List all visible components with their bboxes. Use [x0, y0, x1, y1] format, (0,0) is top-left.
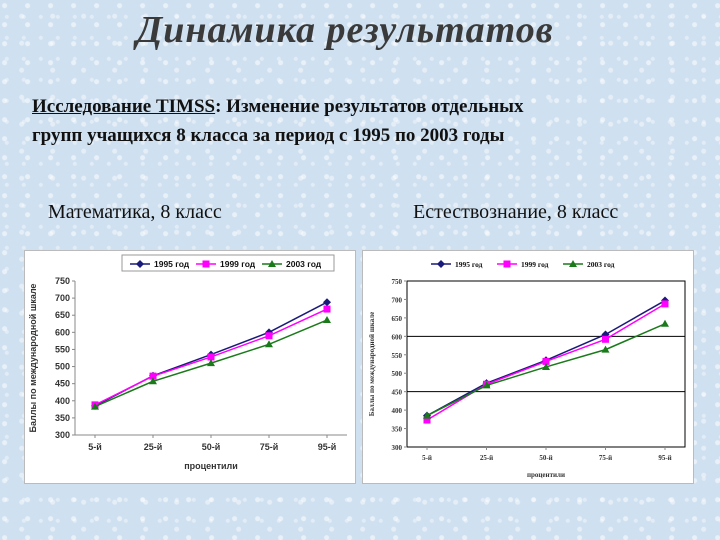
data-point [602, 335, 609, 343]
y-tick-label: 650 [392, 315, 403, 323]
data-point [323, 298, 331, 307]
x-tick-label: 25-й [144, 442, 163, 452]
legend-marker [202, 260, 210, 268]
y-tick-label: 700 [392, 296, 403, 304]
y-tick-label: 600 [392, 333, 403, 341]
y-tick-label: 500 [392, 370, 403, 378]
legend-label: 1999 год [521, 260, 549, 269]
y-tick-label: 350 [55, 413, 70, 423]
data-point [149, 372, 157, 380]
y-tick-label: 650 [55, 310, 70, 320]
y-tick-label: 350 [392, 426, 403, 434]
data-point [661, 300, 669, 308]
y-tick-label: 300 [392, 444, 403, 452]
y-axis-title: Баллы по международной шкале [368, 312, 376, 417]
x-tick-label: 25-й [480, 454, 493, 462]
legend-label: 1995 год [154, 259, 190, 269]
y-tick-label: 750 [392, 278, 403, 286]
x-tick-label: 5-й [88, 442, 102, 452]
x-tick-label: 95-й [318, 442, 337, 452]
data-point [265, 332, 273, 340]
data-point [423, 411, 431, 419]
legend-marker [437, 260, 445, 268]
x-tick-label: 95-й [658, 454, 671, 462]
data-point [323, 305, 331, 313]
slide-title: Динамика результатов [136, 9, 554, 51]
x-tick-label: 50-й [539, 454, 552, 462]
legend-marker [569, 260, 577, 267]
subtitle-text-line1: : Изменение результатов отдельных [215, 96, 524, 117]
caption-math: Математика, 8 класс [48, 201, 222, 223]
y-tick-label: 450 [55, 379, 70, 389]
data-point [542, 357, 550, 365]
data-point [542, 362, 550, 370]
data-point [91, 402, 99, 410]
caption-science: Естествознание, 8 класс [413, 201, 619, 223]
x-tick-label: 50-й [202, 442, 221, 452]
chart-panel-science: 300 350 400 450 500 550 600 650 700 750 5-й 25-й 50-… [362, 250, 694, 484]
chart-science: 300 350 400 450 500 550 600 650 700 750 5-й 25-й 50-… [368, 260, 686, 479]
legend-label: 1995 год [455, 260, 483, 269]
legend-marker [268, 260, 276, 267]
y-tick-label: 550 [392, 352, 403, 360]
x-axis-title: процентили [184, 461, 238, 471]
y-tick-label: 550 [55, 344, 70, 354]
data-point [601, 345, 610, 353]
y-tick-label: 750 [55, 276, 70, 286]
legend-label: 2003 год [286, 259, 322, 269]
y-tick-label: 500 [55, 362, 70, 372]
data-point [482, 381, 491, 389]
y-tick-label: 700 [55, 293, 70, 303]
x-axis-title: процентили [527, 471, 565, 479]
x-tick-label: 75-й [260, 442, 279, 452]
data-point [323, 316, 331, 324]
chart-panel-math: 300 350 400 450 500 550 600 650 700 750 5-й 25-й 50-… [24, 250, 356, 484]
legend-box [121, 254, 335, 272]
y-tick-label: 450 [392, 389, 403, 397]
chart-math: 300 350 400 450 500 550 600 650 700 750 5-й 25-й 50-… [28, 254, 347, 471]
slide-subtitle: Исследование TIMSS: Изменение результато… [32, 92, 702, 150]
legend-marker [503, 260, 511, 268]
subtitle-text-line2: групп учащихся 8 класса за период с 1995… [32, 125, 505, 146]
legend-label: 1999 год [220, 259, 256, 269]
data-point [149, 377, 157, 385]
data-point [265, 340, 273, 348]
data-point [661, 319, 669, 327]
x-tick-label: 75-й [599, 454, 612, 462]
data-point [207, 353, 215, 361]
y-axis-title: Баллы по международной шкале [28, 284, 38, 433]
y-tick-label: 600 [55, 327, 70, 337]
legend-marker [136, 260, 144, 268]
x-tick-label: 5-й [422, 454, 432, 462]
y-tick-label: 400 [55, 396, 70, 406]
data-point [423, 416, 431, 424]
legend-label: 2003 год [587, 260, 615, 269]
subtitle-study-name: Исследование TIMSS [32, 96, 216, 117]
y-tick-label: 400 [392, 407, 403, 415]
data-point [207, 359, 215, 367]
y-tick-label: 300 [55, 430, 70, 440]
